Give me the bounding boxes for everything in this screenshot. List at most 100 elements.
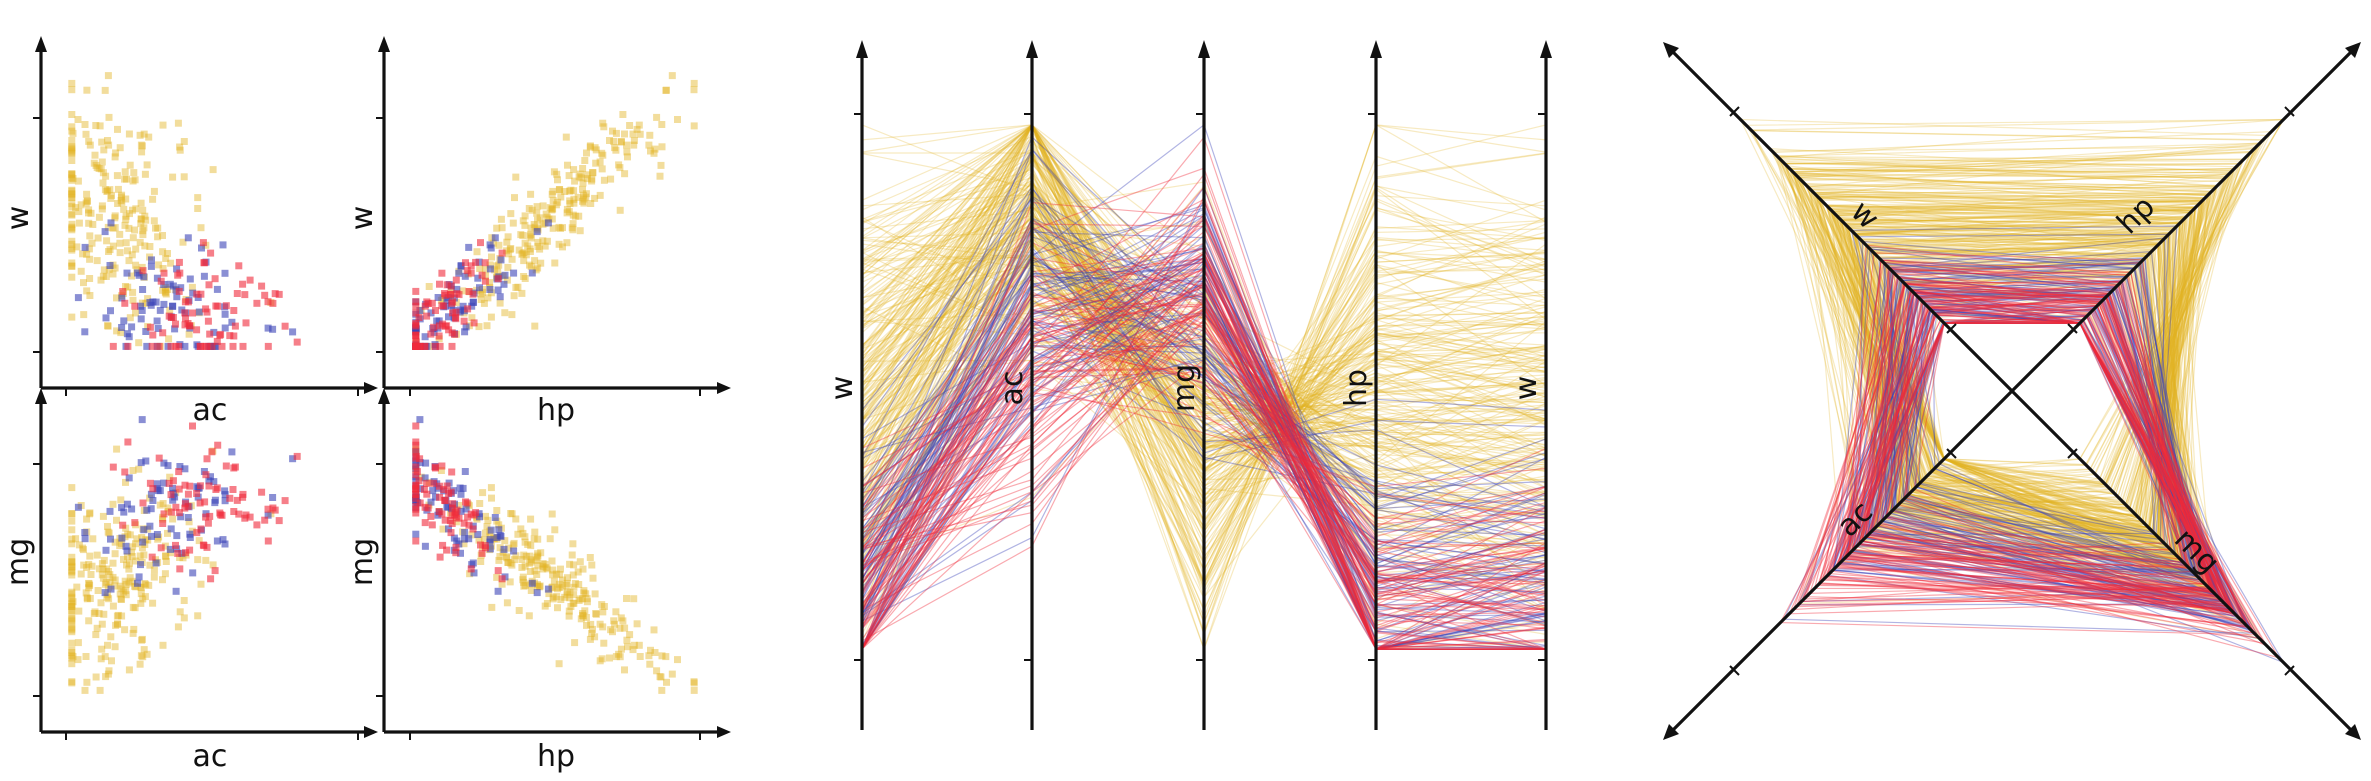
scatter-point <box>129 467 137 474</box>
scatter-point <box>211 496 219 504</box>
scatter-point <box>612 146 620 154</box>
scatter-point <box>507 559 515 567</box>
scatter-point <box>566 197 574 205</box>
scatter-point <box>575 212 583 220</box>
scatter-point <box>504 233 512 241</box>
scatter-point <box>465 288 473 295</box>
scatter-point <box>563 588 571 596</box>
scatter-point <box>521 239 529 247</box>
scatter-point <box>494 286 502 294</box>
scatter-point <box>125 666 133 674</box>
scatter-point <box>120 317 128 325</box>
scatter-point <box>533 589 541 597</box>
scatter-point <box>598 601 606 609</box>
scatter-point <box>147 262 155 270</box>
scatter-point <box>102 273 110 280</box>
scatter-point <box>569 220 577 228</box>
scatter-point <box>118 198 126 206</box>
scatter-point <box>98 645 106 653</box>
scatter-point <box>68 593 76 601</box>
scatter-point <box>68 273 76 281</box>
scatter-point <box>437 467 445 474</box>
scatter-point <box>136 552 144 560</box>
scatter-point <box>476 265 484 272</box>
scatter-point <box>549 205 557 213</box>
scatter-point <box>182 315 189 323</box>
scatter-point <box>95 213 103 221</box>
scatter-point <box>181 500 189 508</box>
scatter-point <box>533 203 541 211</box>
scatter-point <box>493 573 501 581</box>
scatter-point <box>293 452 301 460</box>
scatter-point <box>125 565 133 573</box>
scatter-point <box>118 585 126 593</box>
scatter-point <box>557 596 565 603</box>
scatter-point <box>186 546 194 554</box>
scatter-point <box>137 199 145 207</box>
scatter-point <box>230 307 238 314</box>
scatter-point <box>116 249 124 257</box>
scatter-point <box>198 244 205 252</box>
scatter-point <box>549 224 557 232</box>
scatter-point <box>532 266 540 274</box>
scatter-point <box>132 309 139 317</box>
scatter-point <box>68 145 76 153</box>
scatter-point <box>623 148 631 156</box>
scatter-point <box>181 342 189 350</box>
scatter-point <box>68 624 76 632</box>
scatter-point <box>130 169 138 177</box>
scatter-point <box>114 125 121 133</box>
scatter-point <box>68 540 76 548</box>
scatter-point <box>455 502 463 509</box>
scatter-point <box>111 643 119 651</box>
parallel-axis-label: hp <box>1339 369 1374 407</box>
scatter-point <box>181 465 189 473</box>
scatter-point <box>68 210 76 218</box>
scatter-point <box>125 474 133 482</box>
scatter-point <box>138 148 146 156</box>
scatter-point <box>579 185 586 193</box>
scatter-point <box>118 191 126 199</box>
scatter-point <box>519 529 527 537</box>
scatter-point <box>588 175 596 183</box>
scatter-point <box>579 165 587 172</box>
scatter-point <box>569 540 577 548</box>
scatter-point <box>543 237 551 245</box>
scatter-point <box>118 324 126 331</box>
scatter-point <box>534 264 542 272</box>
scatter-point <box>126 161 134 169</box>
scatter-point <box>690 678 698 686</box>
scatter-point <box>104 528 112 536</box>
scatter-point <box>195 308 203 316</box>
scatter-point <box>176 608 184 616</box>
scatter-point <box>79 544 87 552</box>
scatter-point <box>111 576 119 584</box>
scatter-point <box>427 309 435 317</box>
scatter-point <box>533 209 541 217</box>
scatter-point <box>124 530 132 538</box>
scatter-point <box>486 286 494 293</box>
scatter-point <box>176 146 184 154</box>
scatter-point <box>463 267 471 275</box>
scatter-point <box>612 653 620 661</box>
scatter-point <box>98 571 106 579</box>
scatter-point <box>162 558 170 565</box>
scatter-point <box>75 541 83 549</box>
scatter-point <box>536 214 544 222</box>
scatter-point <box>197 224 205 232</box>
scatter-point <box>186 534 194 541</box>
scatter-point <box>68 190 76 198</box>
scatter-point <box>549 197 557 204</box>
scatter-point <box>121 626 129 634</box>
scatter-point <box>493 517 501 525</box>
scatter-point <box>159 248 167 256</box>
scatter-point <box>546 204 554 212</box>
scatter-point <box>515 607 523 614</box>
scatter-point <box>555 186 563 194</box>
scatter-point <box>162 255 170 262</box>
scatter-point <box>80 561 88 569</box>
scatter-point <box>104 322 111 330</box>
scatter-point <box>104 137 111 144</box>
scatter-point <box>289 328 297 336</box>
scatter-point <box>101 653 109 661</box>
